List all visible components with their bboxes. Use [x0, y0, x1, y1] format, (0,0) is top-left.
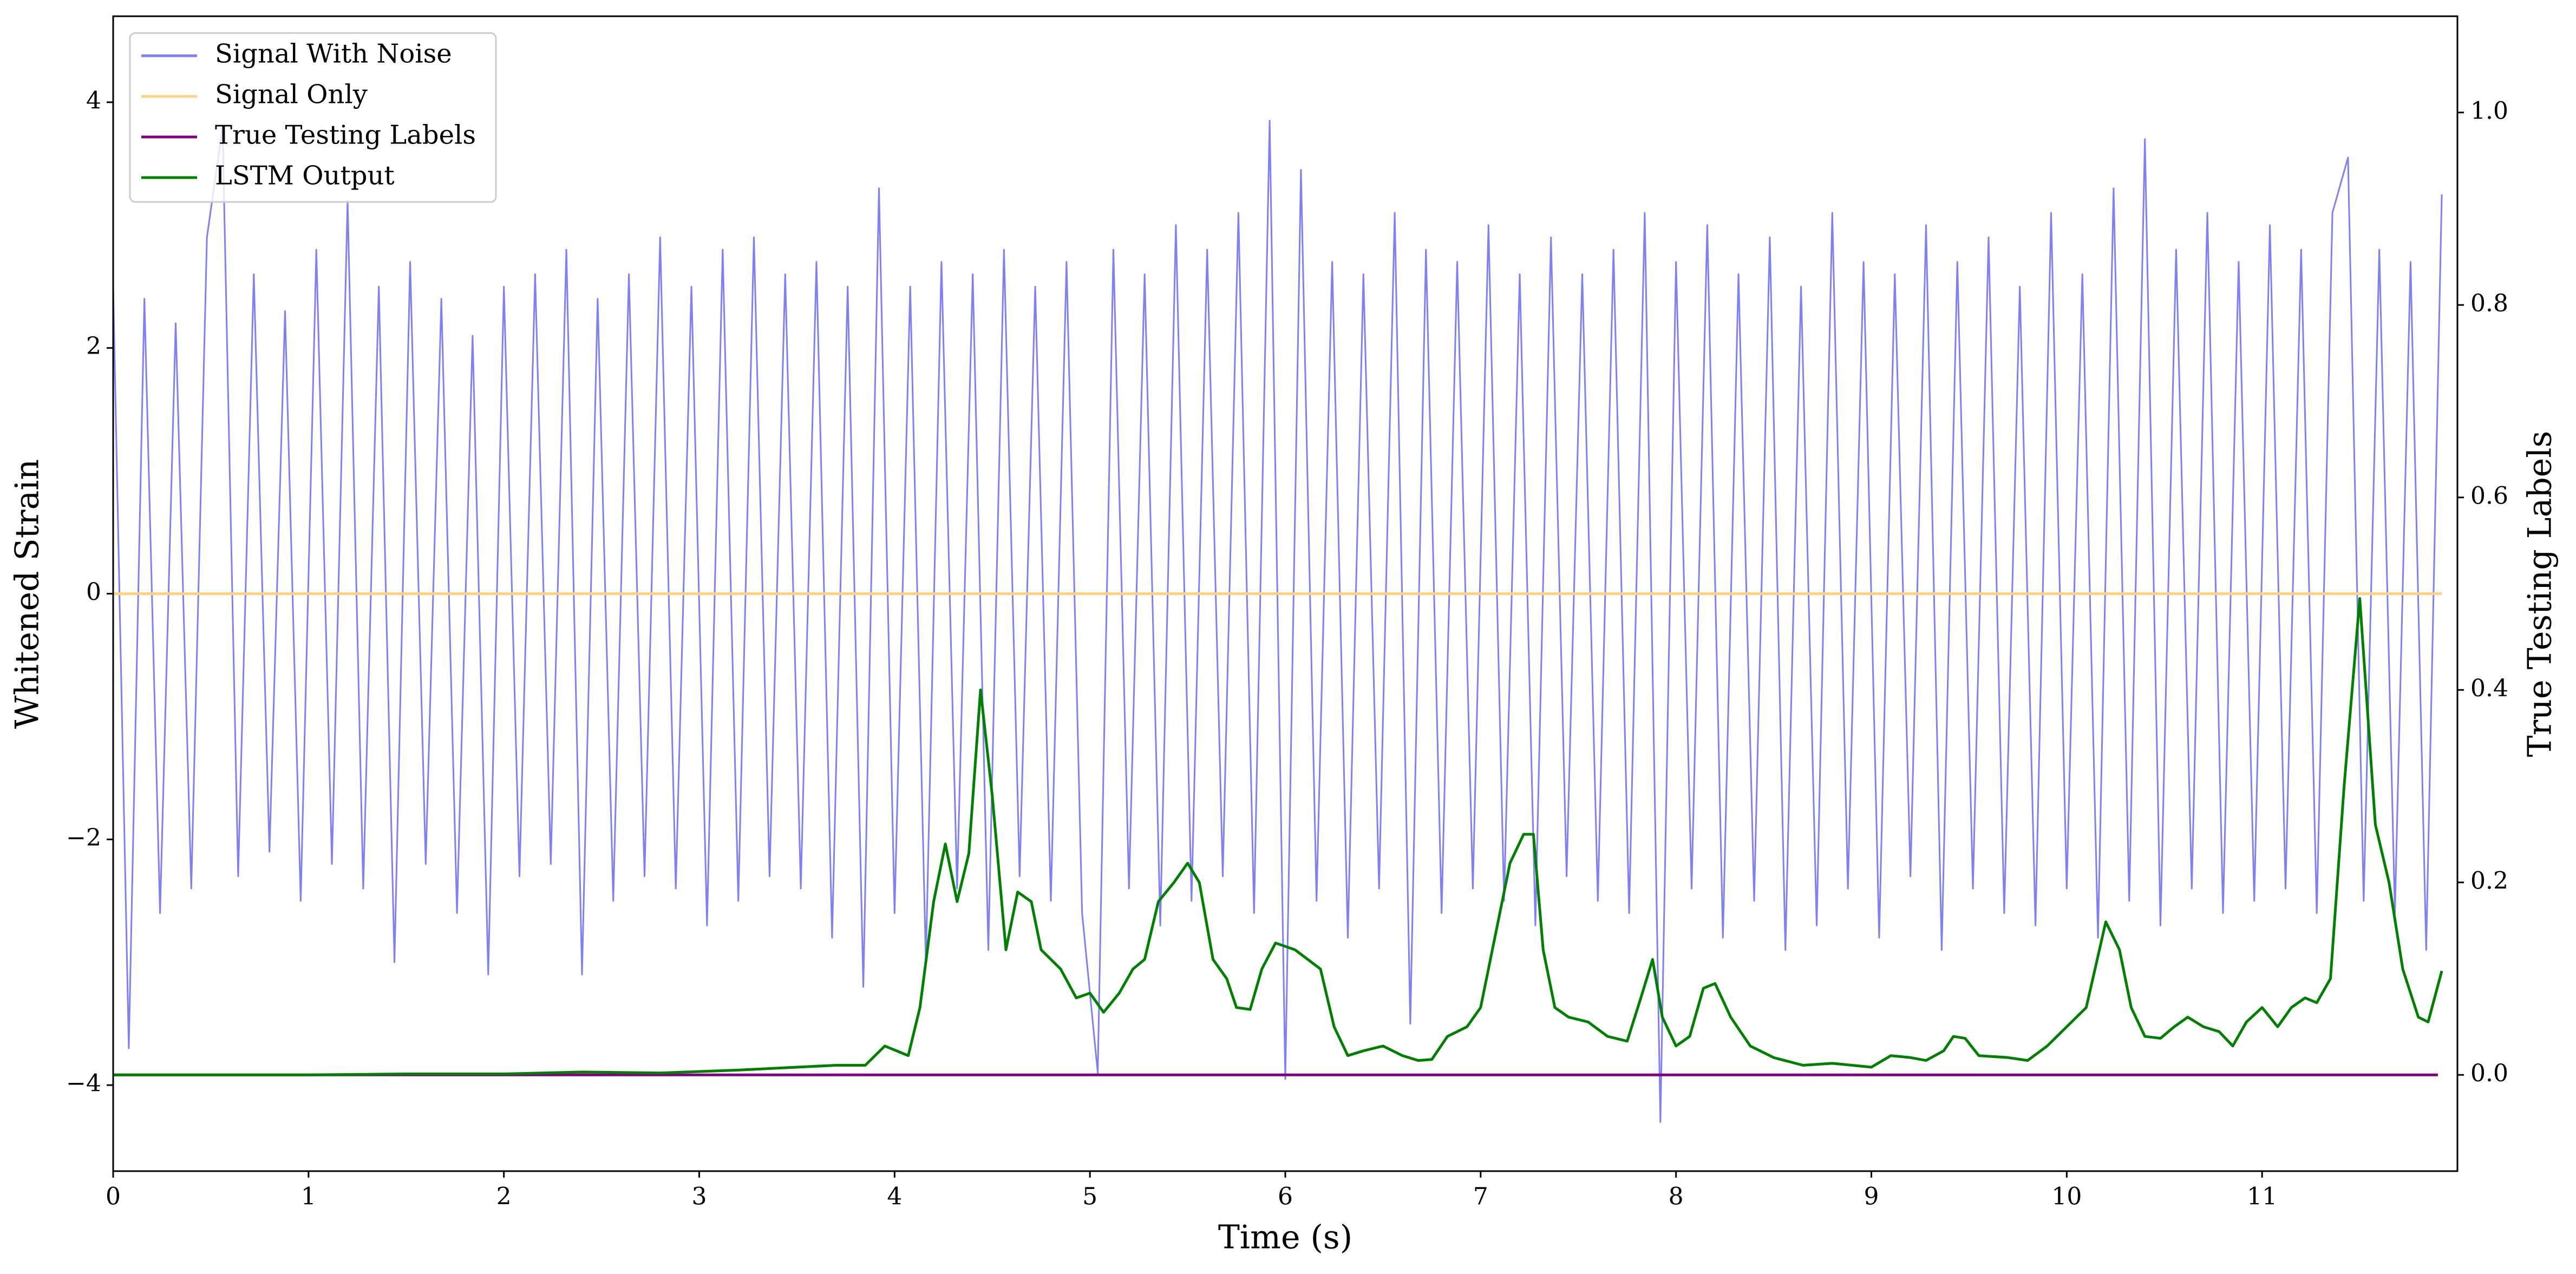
x-tick-label: 0 [106, 1183, 121, 1211]
x-tick-label: 2 [496, 1183, 512, 1211]
y-tick-label: 0 [86, 578, 101, 606]
y2-tick-label: 0.2 [2470, 867, 2508, 894]
y2-tick-label: 0.4 [2470, 675, 2508, 702]
x-tick-label: 3 [692, 1183, 707, 1211]
x-tick-label: 8 [1669, 1183, 1684, 1211]
x-axis-label: Time (s) [1218, 1219, 1352, 1257]
y2-tick-label: 0.8 [2470, 290, 2508, 317]
y2-tick-label: 1.0 [2470, 97, 2508, 125]
x-tick-label: 10 [2051, 1183, 2082, 1211]
x-tick-label: 5 [1082, 1183, 1097, 1211]
x-tick-label: 6 [1278, 1183, 1293, 1211]
y2-tick-label: 0.0 [2470, 1060, 2508, 1087]
legend-label: True Testing Labels [215, 120, 476, 151]
x-tick-label: 9 [1864, 1183, 1879, 1211]
series-line [113, 120, 2443, 1123]
y2-axis-label: True Testing Labels [2521, 431, 2559, 757]
y-tick-label: 4 [86, 87, 101, 114]
legend-label: LSTM Output [215, 161, 395, 191]
x-tick-label: 11 [2247, 1183, 2277, 1211]
y-tick-label: −2 [66, 824, 101, 852]
y2-tick-label: 0.6 [2470, 482, 2508, 509]
x-tick-label: 4 [887, 1183, 902, 1211]
legend-label: Signal With Noise [215, 39, 452, 69]
legend-box [129, 32, 497, 203]
y-tick-label: −4 [66, 1070, 101, 1097]
x-tick-label: 7 [1473, 1183, 1488, 1211]
x-tick-label: 1 [301, 1183, 316, 1211]
series-line [113, 597, 2443, 1076]
legend-label: Signal Only [215, 80, 368, 110]
y-axis-label: Whitened Strain [9, 459, 47, 729]
y-tick-label: 2 [86, 332, 101, 360]
